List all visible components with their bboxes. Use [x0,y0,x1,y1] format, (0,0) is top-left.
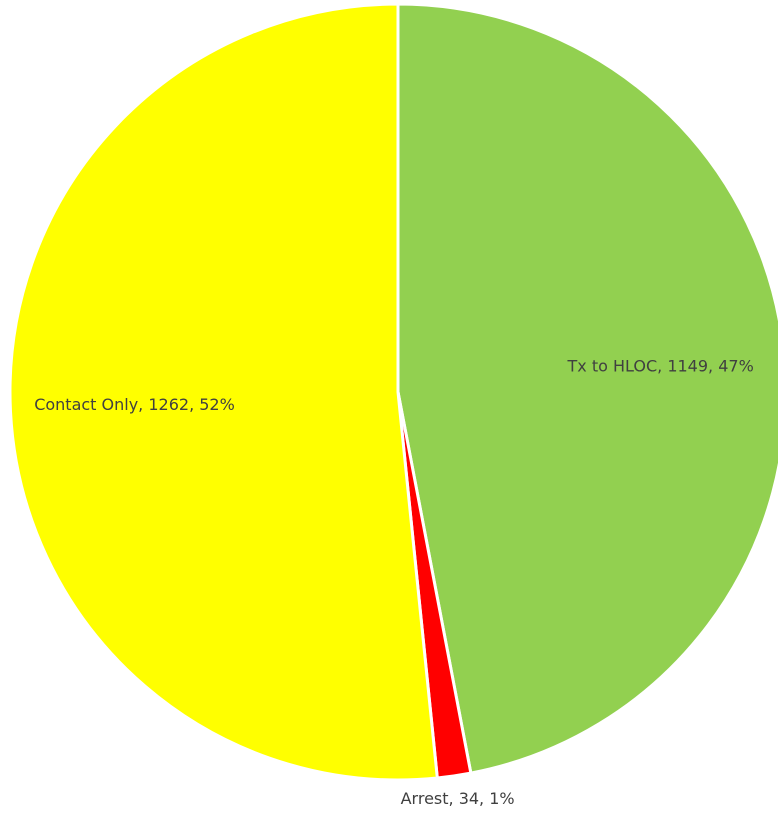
data-label: Tx to HLOC, 1149, 47% [567,357,754,376]
data-label: Contact Only, 1262, 52% [34,395,235,414]
data-label: Arrest, 34, 1% [401,789,515,808]
pie-slice [396,2,778,775]
pie-slice [8,2,439,782]
